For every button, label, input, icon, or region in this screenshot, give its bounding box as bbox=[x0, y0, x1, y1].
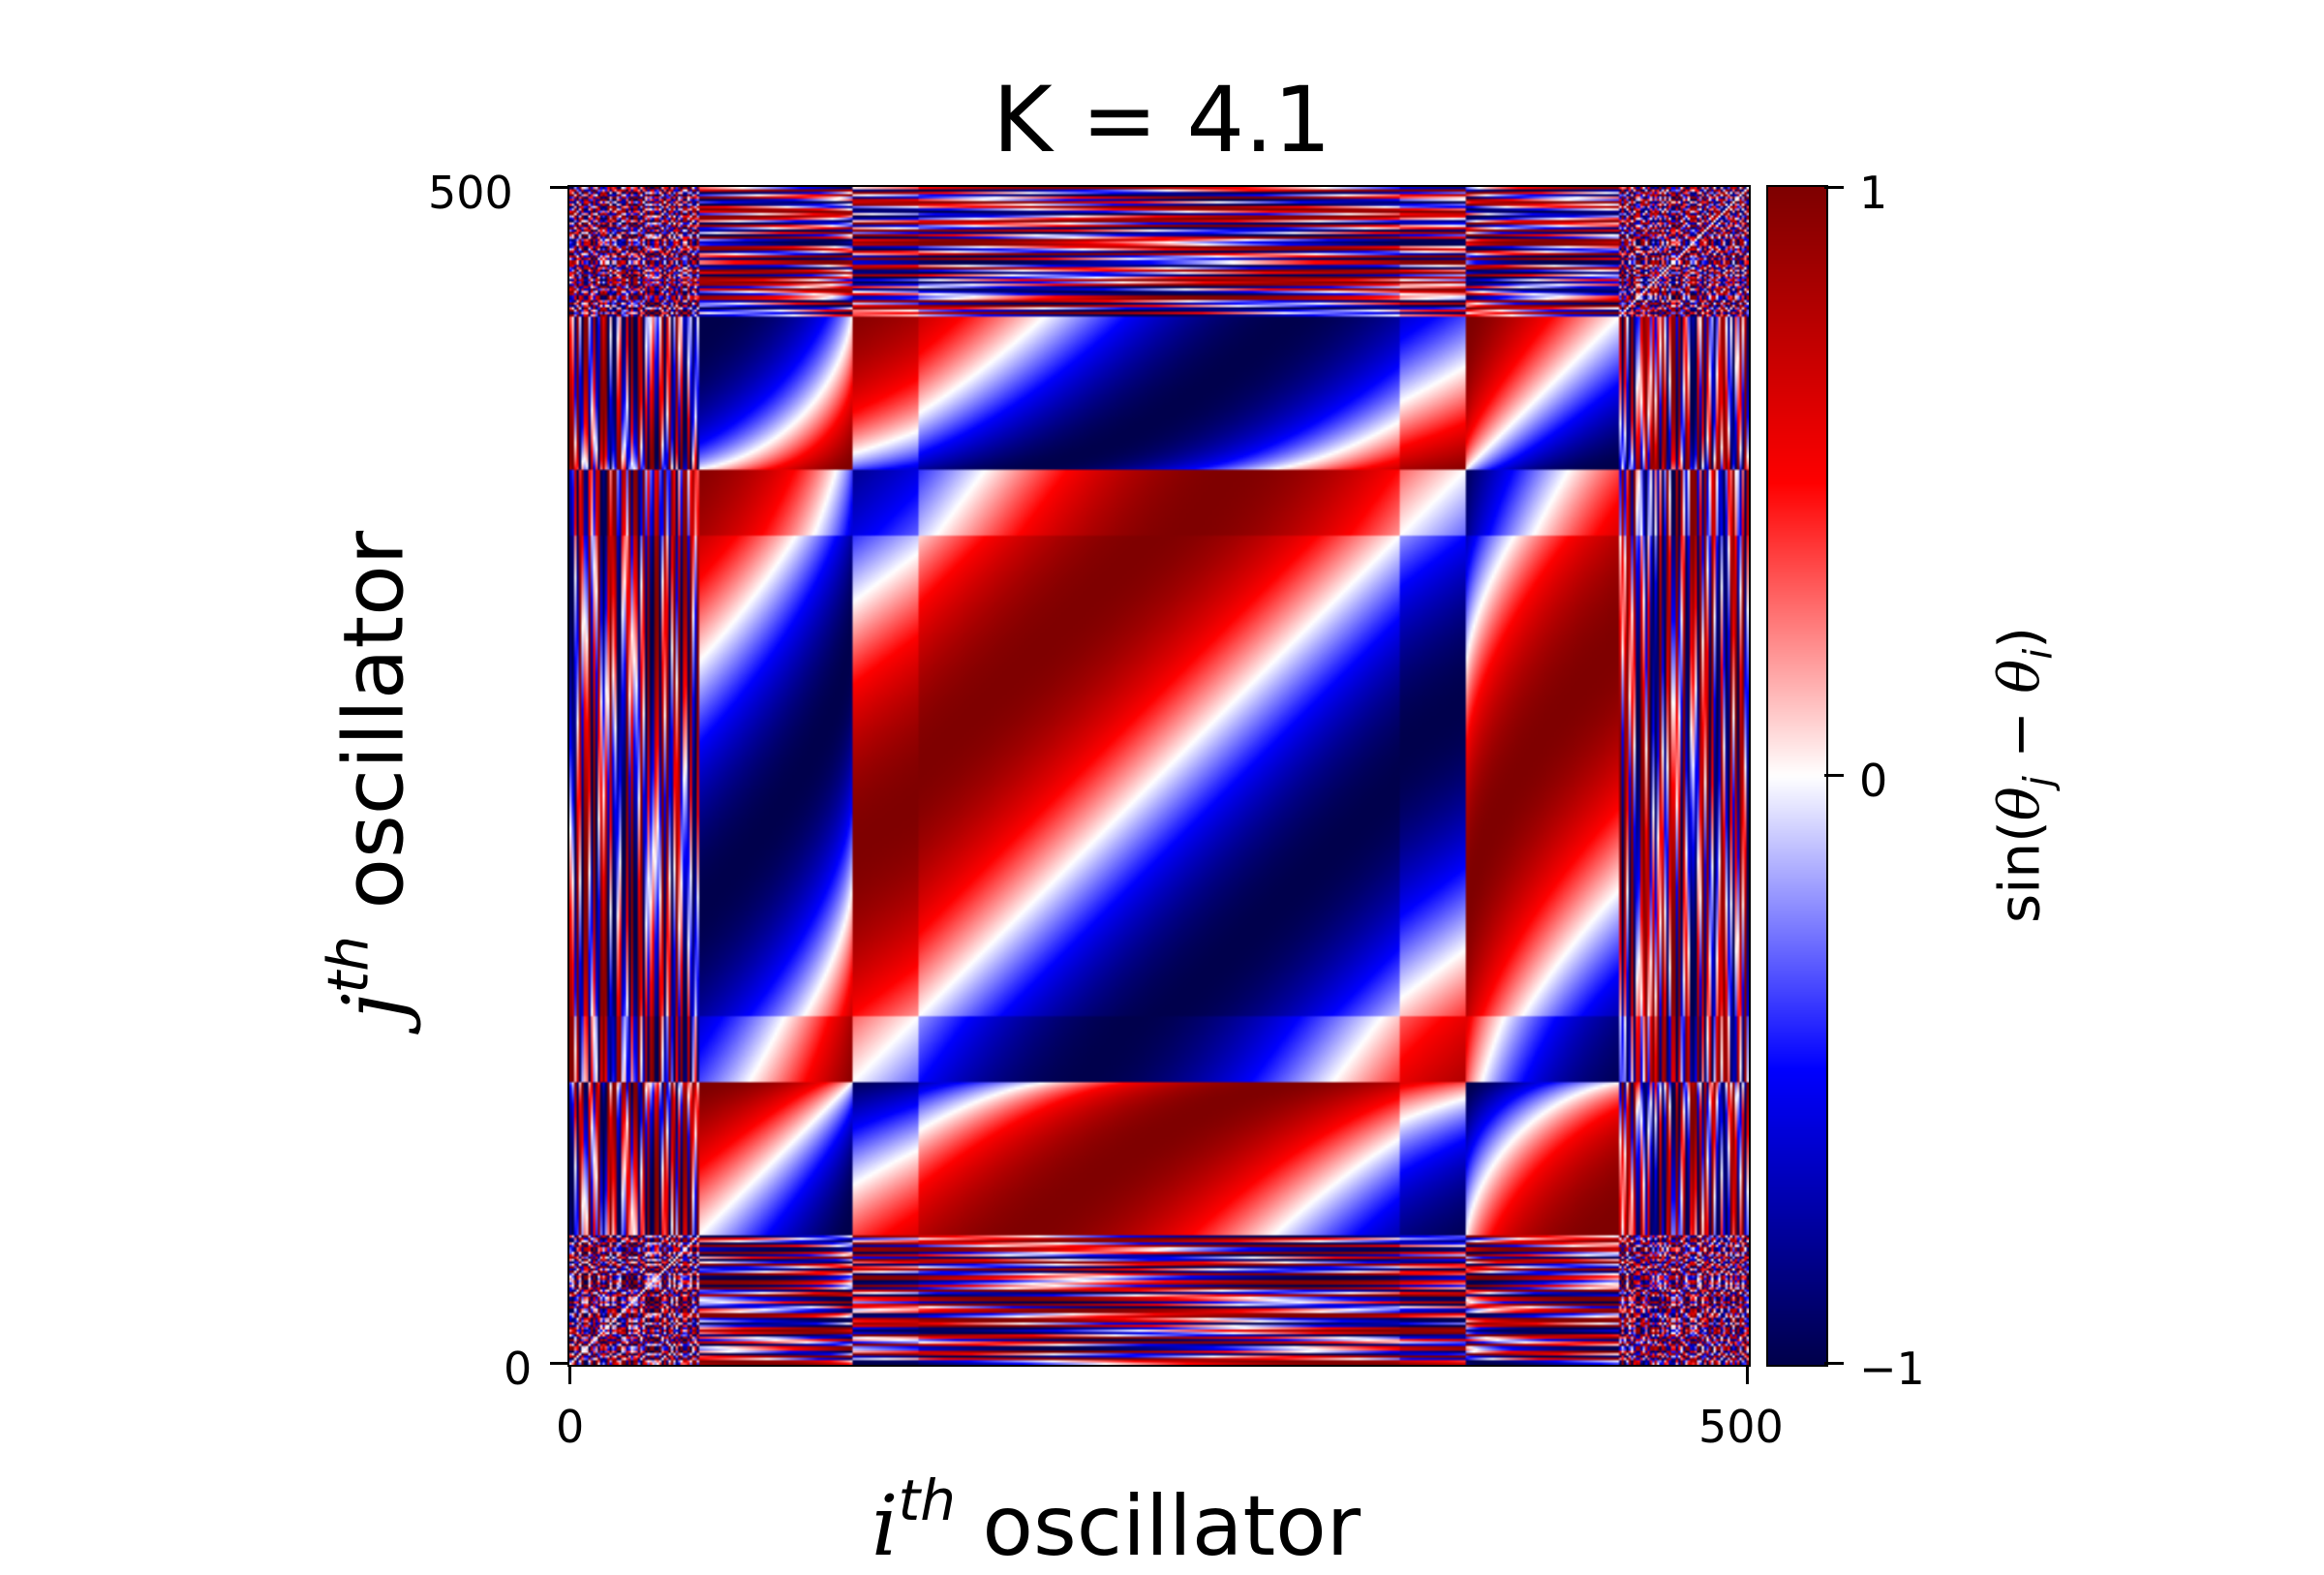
heatmap-plot-area bbox=[567, 185, 1751, 1367]
cbar-tick-label-1: 1 bbox=[1859, 167, 1888, 219]
y-tick-mark-0 bbox=[550, 1362, 569, 1365]
colorbar bbox=[1766, 185, 1828, 1367]
cbar-tick-mark-0 bbox=[1824, 774, 1844, 777]
x-tick-mark-500 bbox=[1746, 1365, 1749, 1384]
y-axis-label-symbol: j bbox=[325, 993, 423, 1020]
colorbar-gradient bbox=[1768, 187, 1826, 1365]
heatmap-cells bbox=[569, 187, 1749, 1365]
chart-title: K = 4.1 bbox=[993, 68, 1331, 173]
cbar-tick-mark-neg1 bbox=[1824, 1362, 1844, 1365]
x-tick-label-500: 500 bbox=[1698, 1401, 1784, 1453]
x-axis-label-symbol: i bbox=[872, 1478, 899, 1575]
y-axis-label-text: oscillator bbox=[325, 530, 423, 910]
cbar-tick-label-0: 0 bbox=[1859, 755, 1888, 807]
x-axis-label-sup: th bbox=[898, 1467, 957, 1533]
x-axis-label-text: oscillator bbox=[982, 1478, 1361, 1575]
colorbar-label: sin(θj − θi) bbox=[1986, 627, 2062, 923]
y-tick-label-500: 500 bbox=[428, 167, 513, 219]
x-tick-label-0: 0 bbox=[556, 1401, 585, 1453]
cbar-tick-label-neg1: −1 bbox=[1859, 1343, 1925, 1395]
y-axis-label: jth oscillator bbox=[316, 531, 423, 1019]
cbar-tick-mark-1 bbox=[1824, 186, 1844, 189]
x-tick-mark-0 bbox=[568, 1365, 571, 1384]
y-axis-label-sup: th bbox=[315, 935, 382, 994]
y-tick-label-0: 0 bbox=[504, 1343, 533, 1395]
y-tick-mark-500 bbox=[550, 186, 569, 189]
x-axis-label: ith oscillator bbox=[872, 1472, 1361, 1568]
